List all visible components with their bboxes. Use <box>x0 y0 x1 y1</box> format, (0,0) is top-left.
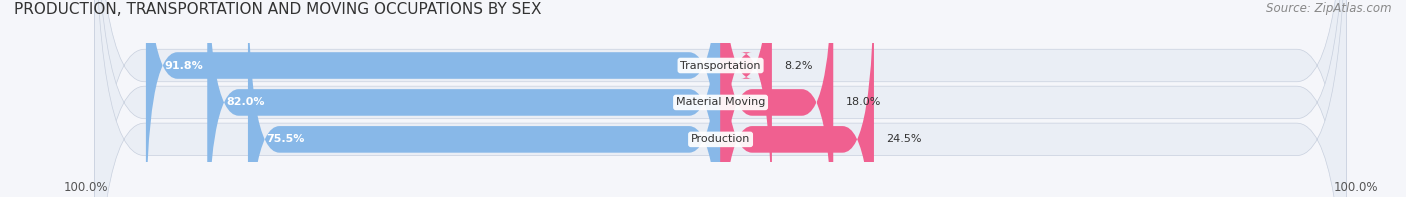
Text: Material Moving: Material Moving <box>676 98 765 107</box>
Text: 8.2%: 8.2% <box>785 60 813 71</box>
Text: 24.5%: 24.5% <box>886 134 922 144</box>
Text: 91.8%: 91.8% <box>165 60 204 71</box>
FancyBboxPatch shape <box>146 0 721 197</box>
Text: Production: Production <box>690 134 751 144</box>
FancyBboxPatch shape <box>94 0 1347 197</box>
FancyBboxPatch shape <box>207 0 721 197</box>
Text: 18.0%: 18.0% <box>846 98 882 107</box>
Text: PRODUCTION, TRANSPORTATION AND MOVING OCCUPATIONS BY SEX: PRODUCTION, TRANSPORTATION AND MOVING OC… <box>14 2 541 17</box>
FancyBboxPatch shape <box>721 0 834 197</box>
FancyBboxPatch shape <box>721 0 875 197</box>
FancyBboxPatch shape <box>721 0 772 197</box>
Text: 100.0%: 100.0% <box>63 181 108 194</box>
FancyBboxPatch shape <box>247 0 721 197</box>
Text: 100.0%: 100.0% <box>1333 181 1378 194</box>
Text: 82.0%: 82.0% <box>226 98 264 107</box>
FancyBboxPatch shape <box>94 0 1347 197</box>
Text: 75.5%: 75.5% <box>267 134 305 144</box>
FancyBboxPatch shape <box>94 0 1347 197</box>
Text: Source: ZipAtlas.com: Source: ZipAtlas.com <box>1267 2 1392 15</box>
Text: Transportation: Transportation <box>681 60 761 71</box>
